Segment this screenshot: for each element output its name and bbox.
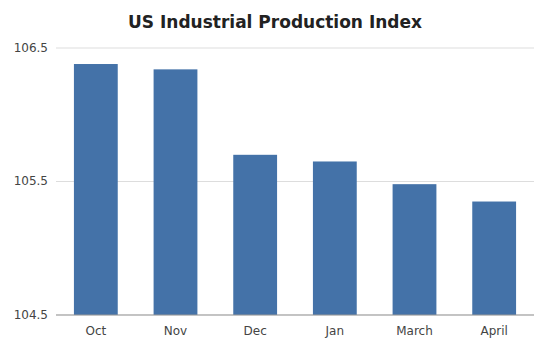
bar <box>393 184 437 315</box>
x-tick-label: Oct <box>85 324 106 338</box>
x-tick-label: Nov <box>164 324 187 338</box>
x-tick-label: March <box>396 324 433 338</box>
grid-line <box>56 181 534 182</box>
y-tick-label: 105.5 <box>14 174 48 188</box>
y-tick-label: 104.5 <box>14 308 48 322</box>
x-tick-label: April <box>480 324 507 338</box>
y-grid <box>56 48 534 315</box>
chart-container: US Industrial Production Index 104.5 105.5… <box>0 0 550 351</box>
bar <box>74 64 118 315</box>
x-tick-label: Dec <box>244 324 267 338</box>
bar <box>472 202 516 315</box>
grid-line <box>56 315 534 316</box>
y-tick-labels: 104.5 105.5 106.5 <box>14 41 48 322</box>
bars <box>74 64 516 315</box>
bar <box>313 161 357 315</box>
x-tick-labels: Oct Nov Dec Jan March April <box>85 324 507 338</box>
grid-line <box>56 48 534 49</box>
bar <box>154 69 198 315</box>
x-axis-line <box>56 315 534 316</box>
y-tick-label: 106.5 <box>14 41 48 55</box>
chart-title: US Industrial Production Index <box>128 12 422 32</box>
bar <box>233 155 277 315</box>
x-tick-label: Jan <box>325 324 345 338</box>
chart-svg: US Industrial Production Index 104.5 105.5… <box>0 0 550 351</box>
